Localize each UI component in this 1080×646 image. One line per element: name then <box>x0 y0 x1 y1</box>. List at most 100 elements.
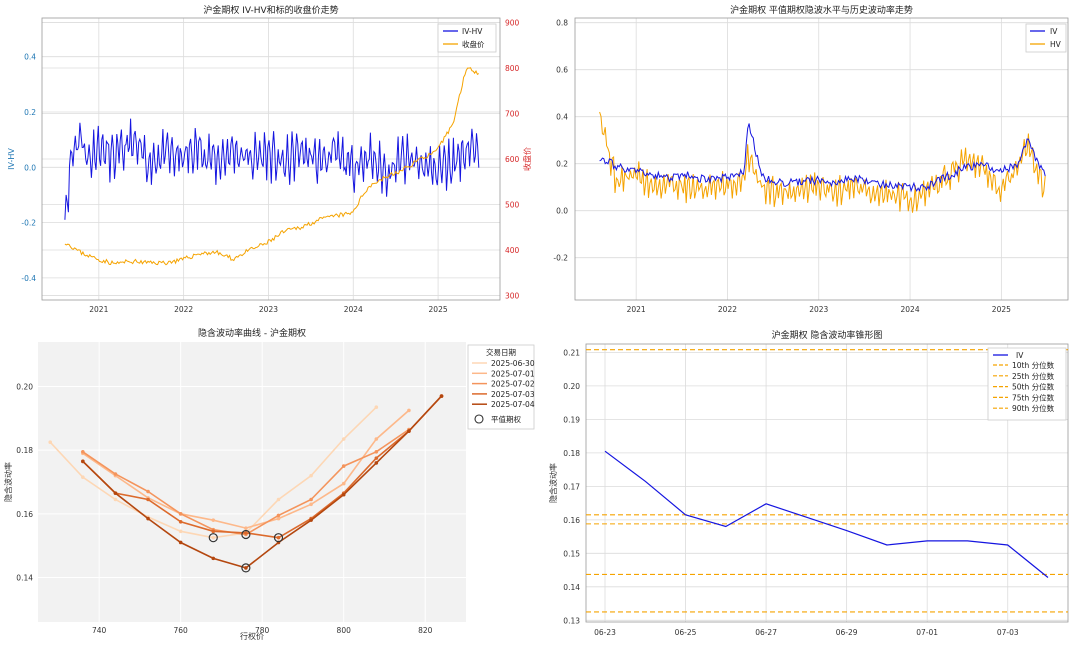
data-point <box>374 461 379 465</box>
y-tick-label: 0.17 <box>563 482 580 491</box>
y-axis-label: 隐含波动率 <box>548 463 558 503</box>
y-axis-label: IV-HV <box>7 148 16 170</box>
data-point <box>244 526 248 530</box>
atm-marker <box>241 529 251 540</box>
data-point <box>244 566 248 570</box>
data-point <box>113 472 118 476</box>
x-tick-label: 06-23 <box>594 628 616 637</box>
y2-tick-label: 700 <box>505 110 520 119</box>
data-point <box>146 497 150 502</box>
data-point <box>113 491 118 495</box>
data-point <box>211 556 216 561</box>
chart-iv-cone: 沪金期权 隐含波动率锥形图 0.13 0.14 0.15 0.16 0.17 0.18 0.1… <box>548 329 1069 637</box>
legend-label: 90th 分位数 <box>1012 403 1055 413</box>
x-tick-label: 780 <box>255 626 270 635</box>
data-point <box>309 497 313 502</box>
x-tick-label: 820 <box>418 626 433 635</box>
y-tick-label: 0.2 <box>24 108 36 117</box>
y-tick-label: 0.18 <box>563 449 580 458</box>
y-tick-label: 0.19 <box>563 415 580 424</box>
series-line <box>82 395 443 569</box>
y2-tick-label: 900 <box>505 19 520 28</box>
data-point <box>211 518 216 522</box>
y2-axis-label: 收盘价 <box>522 147 532 171</box>
y-tick-label: 0.4 <box>24 53 36 62</box>
series-line-iv <box>599 123 1046 193</box>
x-tick-label: 760 <box>174 626 189 635</box>
x-tick-label: 2022 <box>174 305 193 314</box>
x-tick-label: 2025 <box>429 305 448 314</box>
y2-tick-label: 800 <box>505 64 520 73</box>
x-tick-label: 740 <box>92 626 107 635</box>
y-tick-label: -0.2 <box>21 219 36 228</box>
plot-frame <box>574 17 1069 301</box>
x-tick-label: 2025 <box>992 305 1011 314</box>
data-point <box>374 456 379 460</box>
y-tick-label: 0.14 <box>16 573 33 582</box>
data-point <box>276 513 281 518</box>
data-point <box>309 518 313 522</box>
legend-atm-marker <box>474 414 484 424</box>
y-tick-label: 0.8 <box>556 19 568 28</box>
data-point <box>341 492 346 497</box>
data-point <box>81 459 85 464</box>
series-line-iv <box>604 450 1049 578</box>
data-point <box>341 481 346 486</box>
data-point <box>276 516 281 521</box>
y2-tick-label: 400 <box>505 246 520 255</box>
x-tick-label: 07-03 <box>997 628 1019 637</box>
legend-label: IV-HV <box>462 27 483 36</box>
y-tick-label: -0.2 <box>553 254 568 263</box>
y-axis-label: 隐含波动率 <box>3 462 13 502</box>
data-point <box>211 535 216 540</box>
y-tick-label: 0.2 <box>556 160 568 169</box>
y-tick-label: 0.14 <box>563 583 580 592</box>
y-tick-label: 0.18 <box>16 446 33 455</box>
x-tick-label: 06-25 <box>675 628 697 637</box>
y-tick-label: -0.4 <box>21 274 36 283</box>
x-tick-label: 2024 <box>344 305 363 314</box>
data-point <box>309 473 313 478</box>
data-point <box>244 531 248 535</box>
legend-label: 收盘价 <box>462 39 485 49</box>
legend-label: HV <box>1050 40 1062 49</box>
plot-background <box>38 342 466 622</box>
data-point <box>178 519 183 524</box>
data-point <box>113 497 118 502</box>
x-tick-label: 800 <box>337 626 352 635</box>
data-point <box>81 449 85 454</box>
x-tick-label: 07-01 <box>916 628 938 637</box>
x-tick-label: 2024 <box>901 305 920 314</box>
legend-label: 2025-07-04 <box>491 400 535 409</box>
data-point <box>146 489 150 494</box>
x-tick-label: 2022 <box>718 305 737 314</box>
x-tick-label: 2021 <box>627 305 646 314</box>
data-point <box>276 497 281 502</box>
y-tick-label: 0.13 <box>563 616 580 625</box>
legend-label: 50th 分位数 <box>1012 382 1055 392</box>
y-tick-label: 0.21 <box>563 348 580 357</box>
x-tick-label: 2021 <box>89 305 108 314</box>
chart-iv-hv-level: 沪金期权 平值期权隐波水平与历史波动率走势 -0.2 0.0 0.2 0.4 0.6 0.8… <box>553 4 1069 314</box>
y-tick-label: 0.0 <box>556 207 568 216</box>
data-point <box>309 502 313 507</box>
legend-label: 2025-06-30 <box>491 359 535 368</box>
series-line-close <box>64 67 480 266</box>
data-point <box>374 405 379 410</box>
atm-marker <box>273 533 284 543</box>
y-tick-label: 0.6 <box>556 66 568 75</box>
chart-iv-hv-close: 沪金期权 IV-HV和标的收盘价走势 -0.4 -0.2 0.0 0.2 0.4 300 40… <box>7 4 532 314</box>
data-point <box>178 512 183 516</box>
atm-marker <box>241 563 251 573</box>
x-tick-label: 2023 <box>259 305 278 314</box>
y-tick-label: 0.16 <box>563 516 580 525</box>
y-tick-label: 0.4 <box>556 113 568 122</box>
y2-tick-label: 500 <box>505 200 520 209</box>
y-tick-label: 0.20 <box>16 383 33 392</box>
data-point <box>146 516 150 521</box>
legend-label: 2025-07-02 <box>491 380 535 389</box>
data-point <box>374 437 379 441</box>
y-tick-label: 0.15 <box>563 549 580 558</box>
